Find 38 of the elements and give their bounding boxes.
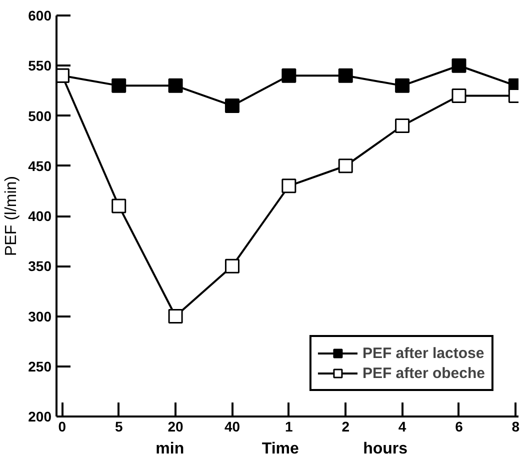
point <box>338 68 353 83</box>
text: min <box>156 440 184 458</box>
point <box>112 78 126 93</box>
y-tick-label: 300 <box>28 308 52 324</box>
x-tick-label: 6 <box>455 418 464 434</box>
point <box>282 68 296 83</box>
y-tick-label: 600 <box>28 8 52 24</box>
x-axis-title: Time <box>262 440 300 458</box>
x-tick-label: 5 <box>114 418 123 434</box>
point <box>338 158 353 174</box>
x-tick-label: 4 <box>398 418 406 434</box>
y-tick-label: 500 <box>28 108 52 124</box>
y-tick-label: 350 <box>28 258 52 274</box>
point <box>452 58 466 73</box>
y-tick-label: 450 <box>28 158 52 174</box>
point <box>282 178 296 194</box>
x-tick-label: 0 <box>58 418 66 434</box>
point <box>224 258 240 274</box>
x-tick-label: 2 <box>342 418 350 434</box>
x-tick-label: 1 <box>285 418 294 434</box>
legend-label: PEF after obeche <box>362 364 485 382</box>
y-tick-label: 250 <box>28 358 52 374</box>
x-tick-label: 20 <box>168 418 184 434</box>
x-tick-label: 40 <box>224 418 240 434</box>
point <box>168 309 183 324</box>
point <box>168 78 183 93</box>
y-axis-title: PEF (l/min) <box>3 176 20 256</box>
y-tick-label: 550 <box>28 58 52 74</box>
y-tick-label: 200 <box>28 408 52 424</box>
text: hours <box>363 440 408 458</box>
point <box>224 98 240 113</box>
point <box>395 78 410 93</box>
point <box>112 198 126 214</box>
legend-label: PEF after lactose <box>362 344 484 362</box>
point <box>395 118 410 134</box>
point <box>452 88 466 103</box>
y-tick-label: 400 <box>28 208 52 224</box>
x-tick-label: 8 <box>512 418 520 434</box>
